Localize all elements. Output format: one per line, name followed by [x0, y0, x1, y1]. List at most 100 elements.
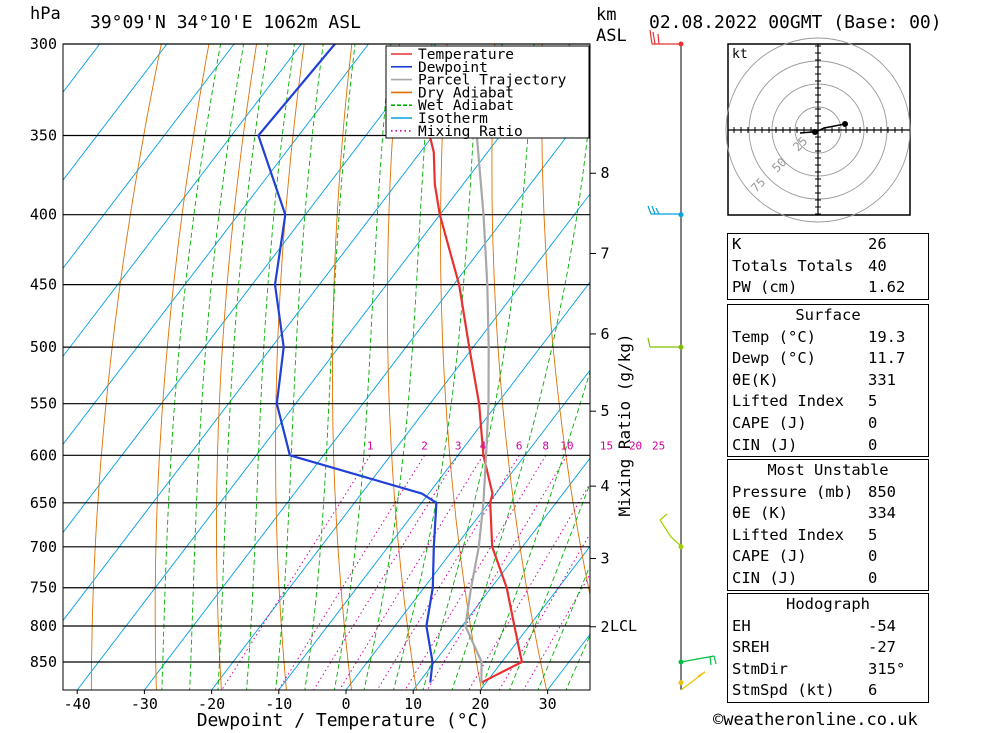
x-tick-label: 30	[539, 695, 557, 713]
legend-label: Isotherm	[418, 111, 488, 127]
wet-adiabat-line	[246, 44, 295, 690]
pressure-tick-label: 350	[30, 126, 57, 144]
pressure-tick-label: 500	[30, 338, 57, 356]
mixing-ratio-line	[426, 455, 568, 690]
km-tick-label: 7	[600, 244, 609, 262]
wind-level-dot	[678, 212, 684, 218]
table-row: θE (K) 334	[732, 504, 896, 523]
temperature-line	[428, 135, 523, 684]
mixing-ratio-label: 10	[560, 439, 573, 452]
table-row: CAPE (J) 0	[732, 413, 878, 432]
datetime-title: 02.08.2022 00GMT (Base: 00)	[649, 12, 942, 33]
hodograph-table: Hodograph EH -54 SREH -27 StmDir 315° StmSp…	[727, 593, 929, 703]
table-row: K 26	[728, 234, 928, 256]
km-tick-label: 8	[600, 164, 609, 182]
lcl-label: LCL	[610, 617, 637, 635]
dry-adiabat-line	[491, 44, 547, 690]
wet-adiabat-line	[480, 370, 590, 690]
index-value: 26	[868, 235, 887, 253]
mixing-ratio-line	[376, 455, 520, 690]
table-row: CAPE (J) 0	[732, 547, 878, 566]
mixing-ratio-label: 15	[600, 439, 613, 452]
section-title: Hodograph	[786, 595, 870, 613]
mixing-ratio-label: 20	[629, 439, 642, 452]
x-tick-label: 10	[404, 695, 422, 713]
mixing-ratio-line	[523, 573, 590, 690]
x-tick-label: -20	[198, 695, 225, 713]
isotherm-line	[412, 457, 590, 690]
table-row: θE(K) 331	[732, 370, 896, 389]
dry-adiabat-line	[332, 44, 353, 690]
legend-label: Mixing Ratio	[418, 124, 523, 140]
most-unstable-table: Most Unstable Pressure (mb) 850 θE (K) 334…	[727, 459, 929, 591]
isotherm-line	[278, 281, 590, 690]
indices-table: K 26 Totals Totals 40 PW (cm) 1.62	[727, 233, 929, 300]
mixing-ratio-label: 2	[421, 439, 428, 452]
pressure-tick-label: 700	[30, 538, 57, 556]
pressure-tick-label: 800	[30, 617, 57, 635]
dry-adiabat-line	[968, 26, 1000, 690]
pressure-tick-label: 750	[30, 579, 57, 597]
background-lines	[0, 26, 1000, 690]
legend-label: Temperature	[418, 47, 514, 63]
table-row: SREH -27	[732, 638, 896, 657]
km-tick-label: 6	[600, 325, 609, 343]
mixing-ratio-line	[498, 532, 590, 690]
mixing-ratio-line	[278, 455, 425, 690]
table-row: Lifted Index 5	[732, 392, 878, 411]
km-tick-label: 4	[600, 477, 609, 495]
pressure-tick-label: 300	[30, 35, 57, 53]
km-label: km	[596, 5, 616, 25]
wind-barb-icon	[680, 671, 706, 691]
height-axis: 8 7 6 5 4 3 2 LCL	[590, 164, 637, 636]
table-row: EH -54	[732, 616, 896, 635]
wind-barb-icon	[647, 205, 681, 215]
pressure-tick-label: 650	[30, 494, 57, 512]
table-row: PW (cm) 1.62	[728, 277, 928, 299]
wet-adiabat-line	[537, 564, 590, 690]
wind-barb-icon	[649, 29, 681, 45]
table-row: Pressure (mb) 850	[732, 482, 896, 501]
mixing-ratio-labels: 1 2 3 4 6 8 10 15 20 25	[367, 439, 665, 452]
isotherm-line	[144, 105, 590, 690]
mixing-ratio-label: 25	[652, 439, 665, 452]
isotherm-line	[0, 44, 32, 690]
table-row: Totals Totals 40	[728, 256, 928, 278]
location-title: 39°09'N 34°10'E 1062m ASL	[90, 12, 361, 33]
asl-label: ASL	[596, 26, 627, 46]
hodograph-point	[842, 121, 848, 127]
pressure-tick-label: 450	[30, 276, 57, 294]
temperature-axis: -40 -30 -20 -10 0 10 20 30	[64, 690, 557, 713]
isotherm-line	[63, 44, 168, 181]
km-tick-label: 3	[600, 550, 609, 568]
wet-adiabat-line	[217, 44, 269, 690]
legend-label: Dry Adiabat	[418, 85, 514, 101]
dry-adiabat-line	[921, 26, 1000, 690]
table-row: Dewp (°C) 11.7	[732, 349, 906, 368]
credit-text: ©weatheronline.co.uk	[713, 710, 918, 730]
isotherm-line	[480, 545, 590, 690]
parcel-trajectory-line	[464, 63, 490, 683]
wet-adiabat-line	[275, 44, 324, 690]
legend-label: Parcel Trajectory	[418, 73, 567, 89]
index-value: 40	[868, 256, 887, 275]
isotherm-line	[211, 193, 590, 690]
legend-label: Wet Adiabat	[418, 98, 514, 114]
wet-adiabat-line	[451, 108, 590, 690]
pressure-tick-label: 600	[30, 446, 57, 464]
hpa-label: hPa	[30, 4, 61, 24]
plot-frame	[62, 43, 591, 691]
dry-adiabat-line	[154, 44, 210, 690]
wind-barb-icon	[680, 655, 717, 666]
wind-level-dot	[678, 680, 684, 686]
isotherm-line	[76, 44, 571, 690]
isotherm-line	[63, 44, 504, 622]
x-axis-title: Dewpoint / Temperature (°C)	[197, 710, 490, 731]
mixing-ratio-line	[313, 455, 459, 690]
isotherm-line	[63, 44, 302, 358]
index-label: K	[732, 235, 742, 253]
pressure-tick-label: 850	[30, 653, 57, 671]
wind-profile	[647, 29, 717, 691]
table-row: Lifted Index 5	[732, 525, 878, 544]
